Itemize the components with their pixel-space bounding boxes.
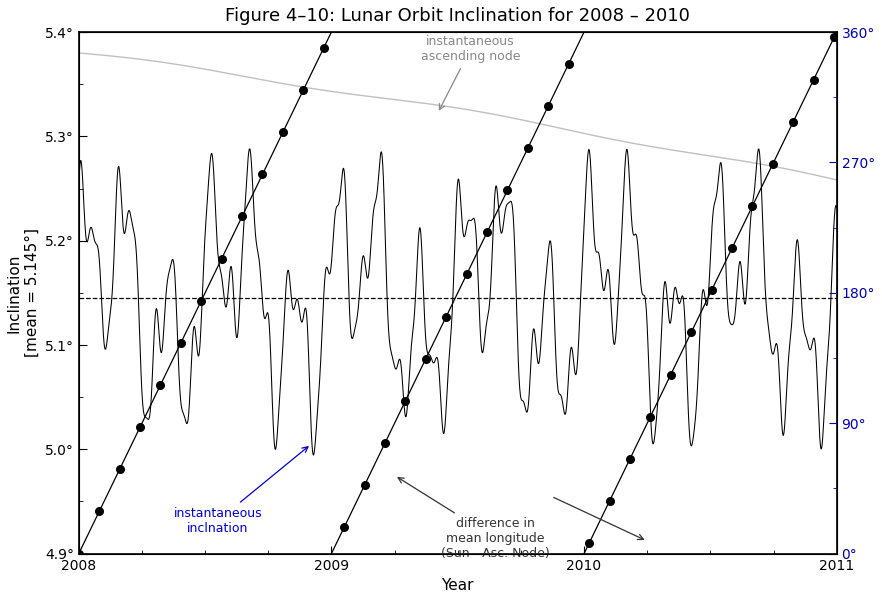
Point	[766, 159, 780, 169]
Point	[582, 538, 596, 548]
Point	[460, 269, 474, 279]
Text: instantaneous
ascending node: instantaneous ascending node	[421, 35, 520, 110]
Point	[256, 170, 270, 179]
Point	[399, 396, 413, 406]
Point	[439, 312, 453, 322]
Text: difference in
mean longitude
(Sun - Asc. Node): difference in mean longitude (Sun - Asc.…	[398, 478, 550, 560]
Point	[480, 227, 494, 237]
Point	[602, 496, 617, 506]
Point	[725, 244, 739, 253]
X-axis label: Year: Year	[442, 578, 474, 593]
Point	[684, 328, 699, 337]
Point	[643, 412, 657, 422]
Point	[235, 212, 249, 221]
Point	[296, 85, 310, 95]
Point	[92, 506, 106, 516]
Point	[562, 59, 576, 68]
Point	[705, 286, 719, 295]
Point	[419, 354, 433, 364]
Point	[663, 370, 677, 379]
Point	[745, 201, 759, 211]
Point	[71, 549, 86, 559]
Y-axis label: Inclination
[mean = 5.145°]: Inclination [mean = 5.145°]	[7, 229, 40, 358]
Point	[520, 143, 534, 153]
Point	[807, 75, 821, 85]
Point	[500, 185, 514, 195]
Point	[623, 454, 637, 464]
Point	[542, 101, 556, 111]
Point	[377, 438, 392, 448]
Point	[194, 296, 208, 305]
Point	[317, 43, 331, 53]
Point	[827, 32, 841, 42]
Text: instantaneous
inclnation: instantaneous inclnation	[174, 447, 308, 535]
Point	[113, 464, 127, 474]
Point	[174, 338, 188, 348]
Point	[133, 422, 147, 432]
Point	[276, 127, 290, 137]
Title: Figure 4–10: Lunar Orbit Inclination for 2008 – 2010: Figure 4–10: Lunar Orbit Inclination for…	[225, 7, 691, 25]
Point	[214, 254, 228, 263]
Point	[337, 523, 351, 532]
Point	[153, 380, 168, 390]
Point	[786, 117, 800, 127]
Point	[357, 481, 371, 490]
